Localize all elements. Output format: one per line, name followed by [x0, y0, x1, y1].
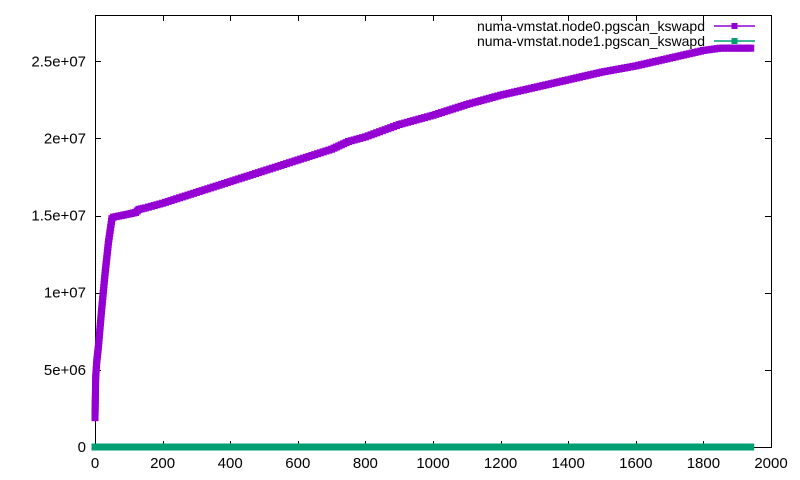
data-point [747, 44, 755, 52]
x-tick-label: 1800 [687, 455, 720, 472]
x-tick-label: 1000 [416, 455, 449, 472]
x-tick-label: 200 [150, 455, 175, 472]
legend-marker [731, 38, 738, 44]
series-layer [91, 44, 755, 451]
series-line [94, 47, 751, 418]
plot-frame [95, 15, 772, 448]
x-tick-label: 600 [285, 455, 310, 472]
x-tick-label: 2000 [754, 455, 787, 472]
x-tick-label: 1400 [552, 455, 585, 472]
legend-marker [731, 23, 738, 29]
legend: numa-vmstat.node0.pgscan_kswapdnuma-vmst… [477, 18, 755, 49]
x-tick-label: 0 [91, 455, 99, 472]
x-tick-label: 1600 [619, 455, 652, 472]
x-tick-label: 800 [353, 455, 378, 472]
y-tick-label: 1.5e+07 [31, 208, 86, 225]
legend-label: numa-vmstat.node1.pgscan_kswapd [477, 33, 705, 49]
axis-ticks: 0 200 400 600 800 1000 1200 1400 1600 1800 2000 0 5e… [31, 15, 788, 472]
y-tick-label: 0 [78, 439, 86, 456]
legend-label: numa-vmstat.node0.pgscan_kswapd [477, 18, 705, 34]
x-tick-label: 400 [218, 455, 243, 472]
x-tick-label: 1200 [484, 455, 517, 472]
y-tick-label: 5e+06 [44, 362, 86, 379]
series-0 [91, 44, 755, 422]
y-tick-label: 2e+07 [44, 130, 86, 147]
data-point [747, 443, 755, 451]
series-1 [91, 443, 755, 451]
y-tick-label: 2.5e+07 [31, 53, 86, 70]
y-tick-label: 1e+07 [44, 285, 86, 302]
